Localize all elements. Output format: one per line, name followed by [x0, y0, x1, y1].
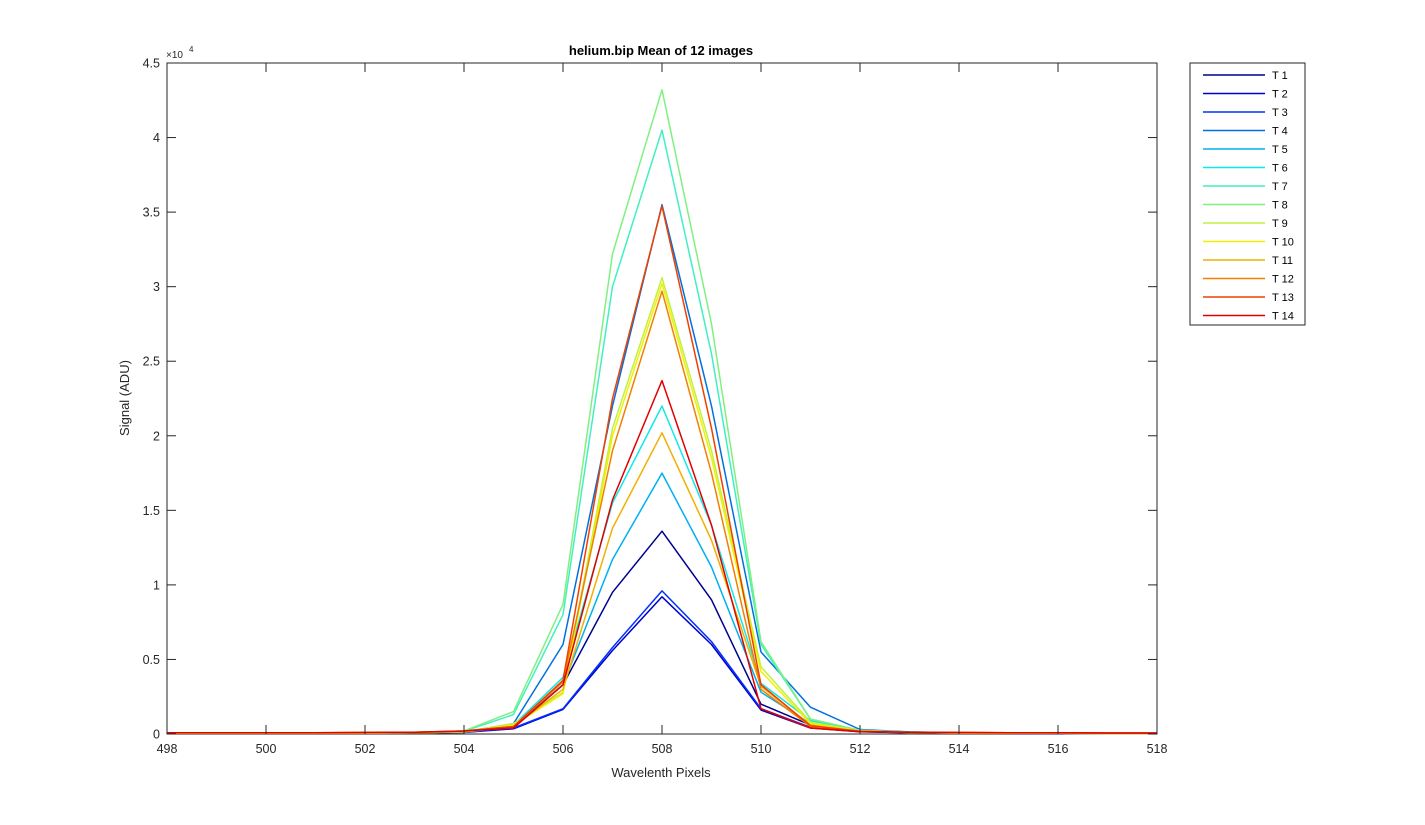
y-tick-label: 2 — [153, 429, 160, 443]
x-tick-label: 500 — [256, 742, 277, 756]
y-exponent-power: 4 — [189, 45, 194, 54]
legend-label-13: T 13 — [1272, 292, 1294, 304]
legend-label-3: T 3 — [1272, 107, 1288, 119]
x-tick-label: 514 — [949, 742, 970, 756]
y-tick-label: 1 — [153, 578, 160, 592]
y-tick-label: 3.5 — [143, 206, 160, 220]
y-tick-label: 3 — [153, 280, 160, 294]
legend-label-12: T 12 — [1272, 274, 1294, 286]
legend-box — [1189, 62, 1306, 326]
legend-label-14: T 14 — [1272, 311, 1294, 323]
y-tick-label: 2.5 — [143, 355, 160, 369]
x-tick-label: 504 — [454, 742, 475, 756]
legend-label-2: T 2 — [1272, 89, 1288, 101]
legend-label-11: T 11 — [1272, 255, 1293, 267]
x-tick-label: 510 — [751, 742, 772, 756]
axes-box — [166, 62, 1158, 735]
x-tick-label: 518 — [1147, 742, 1168, 756]
legend-label-4: T 4 — [1272, 126, 1288, 138]
plot-area: 498 500 502 504 506 508 510 512 514 516 518 0 0.5 1 1.… — [143, 57, 1168, 757]
series-line-14 — [167, 379, 1157, 734]
ticks-layer: 498 500 502 504 506 508 510 512 514 516 518 0 0.5 1 1.… — [143, 57, 1168, 757]
x-tick-label: 498 — [157, 742, 178, 756]
x-axis-label: Wavelenth Pixels — [611, 765, 711, 780]
legend-label-1: T 1 — [1272, 70, 1288, 82]
series-layer — [167, 89, 1158, 735]
y-exponent-base: ×10 — [166, 50, 183, 61]
y-tick-label: 4.5 — [143, 57, 160, 71]
y-tick-label: 0.5 — [143, 653, 160, 667]
chart-title: helium.bip Mean of 12 images — [569, 43, 753, 58]
x-tick-label: 502 — [355, 742, 376, 756]
legend-label-6: T 6 — [1272, 163, 1288, 175]
y-tick-label: 0 — [153, 728, 160, 742]
y-axis-label: Signal (ADU) — [117, 360, 132, 436]
legend-label-7: T 7 — [1272, 181, 1288, 193]
x-tick-label: 512 — [850, 742, 871, 756]
x-tick-label: 506 — [553, 742, 574, 756]
legend: T 1 T 2 T 3 T 4 T 5 T 6 T 7 T 8 T 9 T 10 T 11 T 12 T… — [1189, 62, 1306, 326]
legend-label-9: T 9 — [1272, 218, 1288, 230]
y-tick-label: 4 — [153, 131, 160, 145]
x-tick-label: 508 — [652, 742, 673, 756]
y-tick-label: 1.5 — [143, 504, 160, 518]
x-tick-label: 516 — [1048, 742, 1069, 756]
legend-label-10: T 10 — [1272, 237, 1294, 249]
legend-label-5: T 5 — [1272, 144, 1288, 156]
legend-label-8: T 8 — [1272, 200, 1288, 212]
